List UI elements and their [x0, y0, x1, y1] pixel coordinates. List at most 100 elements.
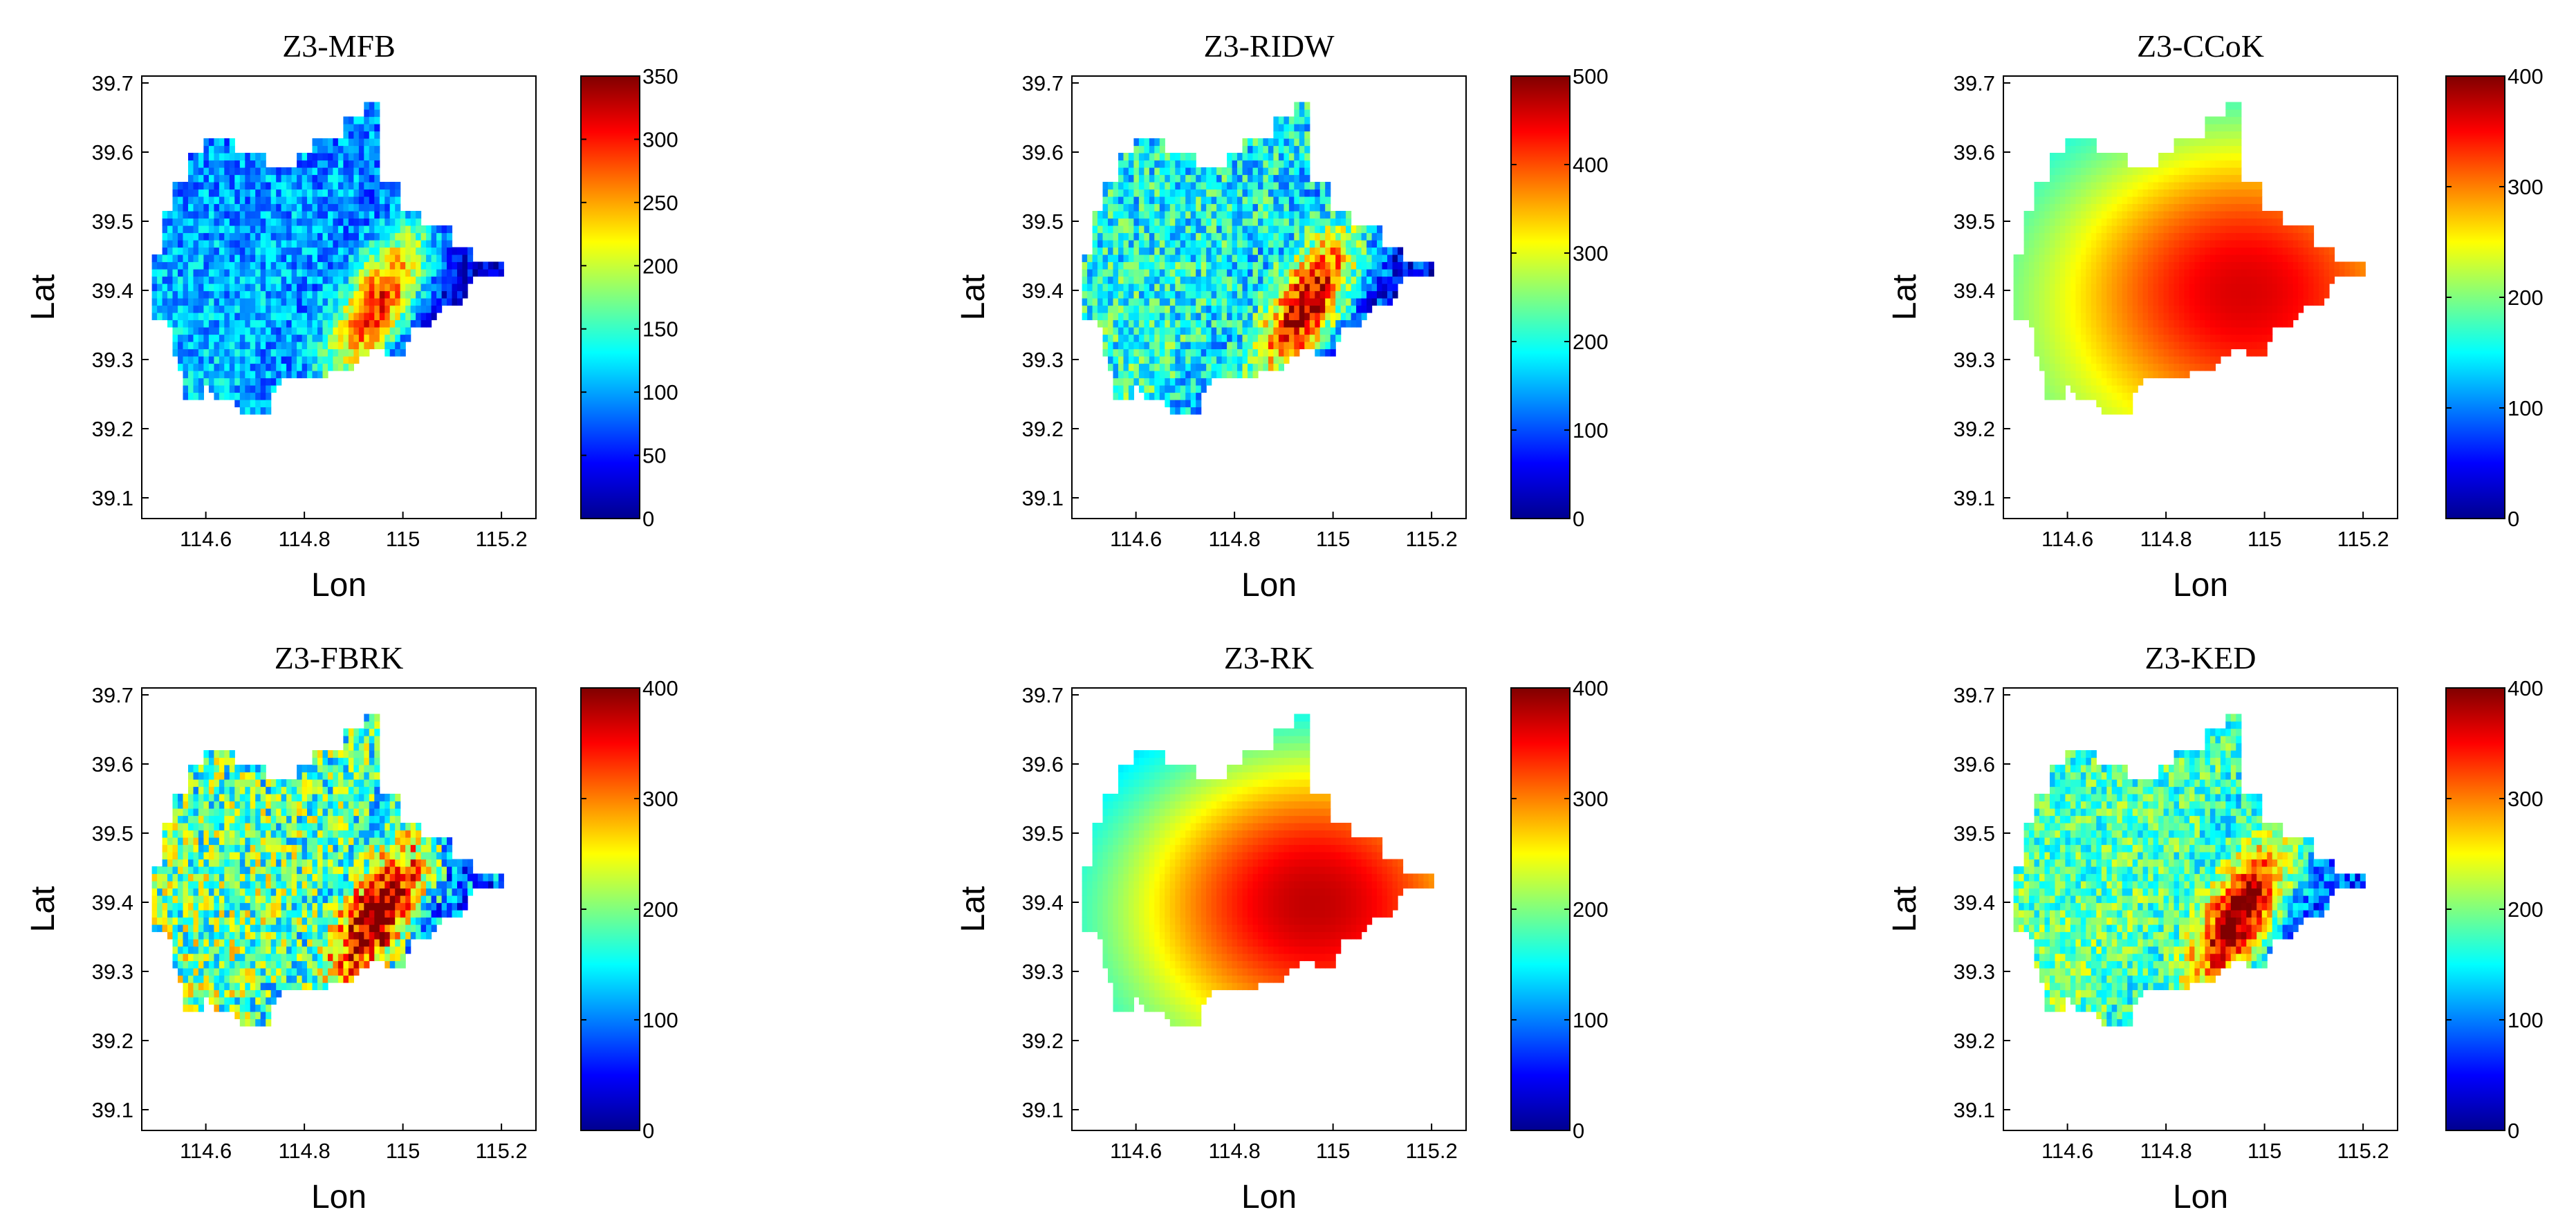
heatmap-cell [2163, 334, 2169, 342]
heatmap-cell [224, 196, 230, 205]
heatmap-cell [2019, 313, 2025, 321]
heatmap-cell [1284, 356, 1290, 364]
heatmap-cell [1319, 240, 1326, 248]
heatmap-cell [1335, 327, 1342, 335]
heatmap-cell [1138, 313, 1145, 321]
heatmap-cell [1185, 269, 1192, 277]
heatmap-cell [2163, 363, 2169, 371]
heatmap-cell [188, 283, 194, 292]
heatmap-cell [2065, 211, 2071, 219]
heatmap-cell [416, 276, 422, 284]
heatmap-cell [178, 211, 184, 219]
heatmap-cell [2189, 261, 2196, 270]
heatmap-cell [2158, 269, 2165, 277]
heatmap-cell [384, 196, 391, 205]
heatmap-cell [1258, 247, 1264, 255]
heatmap-cell [1288, 254, 1295, 263]
heatmap-cell [343, 261, 349, 270]
heatmap-cell [1169, 276, 1176, 284]
heatmap-cell [214, 334, 220, 342]
colorbar-tick-label: 300 [642, 127, 678, 151]
heatmap-cell [1294, 247, 1300, 255]
heatmap-cell [2298, 298, 2304, 306]
heatmap-cell [203, 305, 210, 313]
heatmap-cell [2205, 261, 2211, 270]
heatmap-cell [276, 283, 282, 292]
heatmap-cell [198, 254, 204, 263]
heatmap-cell [183, 385, 189, 393]
heatmap-cell [297, 276, 303, 284]
heatmap-cell [2044, 196, 2050, 205]
heatmap-cell [219, 211, 225, 219]
heatmap-cell [1263, 276, 1269, 284]
heatmap-cell [1288, 174, 1295, 183]
heatmap-cell [2261, 225, 2268, 234]
heatmap-cell [297, 342, 303, 350]
heatmap-cell [2163, 247, 2169, 255]
heatmap-cell [353, 254, 360, 263]
heatmap-cell [1185, 313, 1192, 321]
heatmap-cell [255, 261, 261, 270]
heatmap-cell [1211, 211, 1217, 219]
heatmap-cell [2236, 327, 2242, 335]
heatmap-cell [2179, 167, 2185, 176]
heatmap-cell [307, 232, 313, 241]
heatmap-cell [1237, 356, 1243, 364]
heatmap-cell [1123, 327, 1129, 335]
heatmap-cell [353, 269, 360, 277]
heatmap-cell [2174, 203, 2180, 212]
heatmap-cell [1201, 371, 1207, 379]
heatmap-cell [1252, 327, 1259, 335]
heatmap-cell [1118, 298, 1124, 306]
heatmap-cell [1268, 334, 1274, 342]
heatmap-cell [1304, 269, 1310, 277]
heatmap-cell [2080, 342, 2086, 350]
heatmap-cell [2039, 240, 2046, 248]
heatmap-cell [358, 240, 364, 248]
heatmap-cell [2101, 203, 2107, 212]
heatmap-cell [322, 203, 328, 212]
heatmap-cell [1263, 225, 1269, 234]
heatmap-cell [2298, 261, 2304, 270]
heatmap-cell [2184, 363, 2190, 371]
heatmap-cell [348, 327, 354, 335]
heatmap-cell [1299, 290, 1305, 299]
heatmap-cell [1232, 313, 1238, 321]
heatmap-cell [1382, 254, 1388, 263]
heatmap-cell [1263, 334, 1269, 342]
heatmap-cell [219, 182, 225, 190]
heatmap-cell [1149, 203, 1155, 212]
heatmap-cell [1138, 371, 1145, 379]
heatmap-cell [1227, 371, 1233, 379]
heatmap-cell [1201, 334, 1207, 342]
heatmap-cell [224, 232, 230, 241]
heatmap-cell [2039, 327, 2046, 335]
heatmap-cell [1102, 225, 1109, 234]
heatmap-cell [214, 298, 220, 306]
heatmap-cell [1138, 276, 1145, 284]
heatmap-cell [1087, 298, 1093, 306]
heatmap-cell [2127, 232, 2133, 241]
heatmap-cell [2241, 218, 2247, 226]
heatmap-cell [395, 313, 401, 321]
heatmap-cell [193, 240, 199, 248]
heatmap-cell [2153, 269, 2159, 277]
heatmap-cell [1154, 240, 1160, 248]
heatmap-cell [234, 356, 241, 364]
heatmap-cell [333, 269, 339, 277]
heatmap-cell [208, 261, 214, 270]
heatmap-cell [369, 290, 375, 299]
heatmap-cell [1330, 319, 1336, 328]
heatmap-cell [1227, 298, 1233, 306]
heatmap-cell [302, 327, 308, 335]
heatmap-cell [2220, 254, 2226, 263]
heatmap-cell [2070, 218, 2076, 226]
heatmap-cell [234, 225, 241, 234]
y-tick-label: 39.4 [1022, 279, 1064, 303]
heatmap-cell [307, 276, 313, 284]
heatmap-cell [2261, 283, 2268, 292]
heatmap-cell [224, 283, 230, 292]
heatmap-cell [395, 269, 401, 277]
heatmap-cell [2163, 225, 2169, 234]
heatmap-cell [2106, 203, 2113, 212]
